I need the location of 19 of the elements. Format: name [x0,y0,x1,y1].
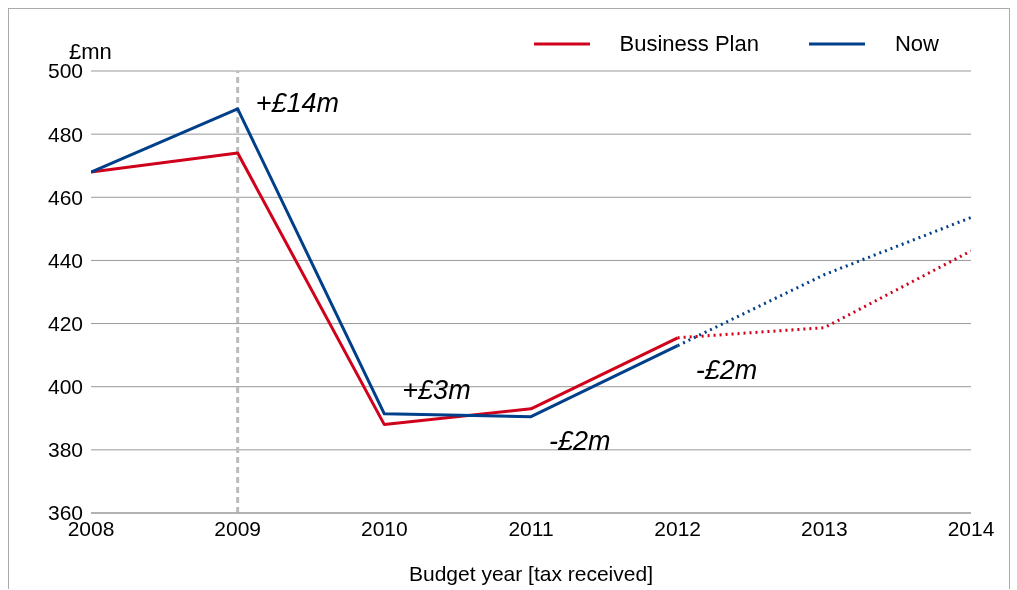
y-tick-label: 460 [47,185,83,209]
x-tick-label: 2010 [360,516,408,540]
y-tick-label: 420 [47,312,83,336]
annotation: +£3m [402,375,471,406]
y-tick-label: 400 [47,375,83,399]
x-tick-label: 2013 [800,516,848,540]
annotation: +£14m [255,88,339,119]
annotation: -£2m [549,426,611,457]
annotation: -£2m [695,355,758,386]
x-tick-label: 2009 [214,516,262,540]
x-tick-label: 2014 [947,516,995,540]
legend-label: Business Plan [619,31,759,57]
x-tick-label: 2011 [508,516,554,540]
y-tick-label: 480 [47,122,83,146]
x-axis-title: Budget year [tax received] [409,562,653,585]
x-tick-label: 2012 [654,516,702,540]
legend-label: Now [894,31,939,57]
y-tick-label: 440 [47,248,83,272]
y-tick-label: 380 [47,438,83,462]
